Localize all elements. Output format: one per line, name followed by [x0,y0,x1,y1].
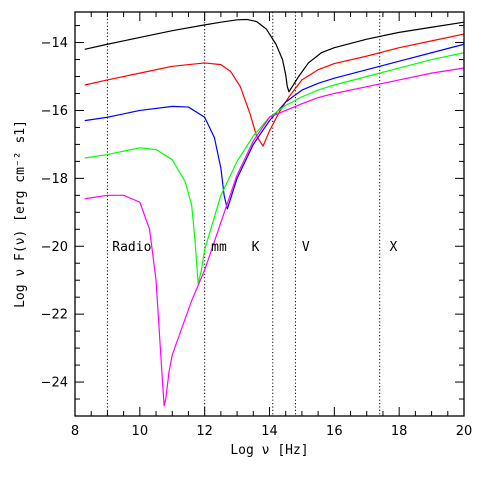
band-label-mm: mm [211,240,227,255]
band-label-v: V [302,240,310,255]
y-tick-label: −24 [41,376,68,391]
series-line-3 [84,43,465,210]
band-label-x: X [389,240,397,255]
series-layer [84,18,465,407]
x-tick-labels: 8 10 12 14 16 18 20 [71,424,472,439]
y-tick-label: −14 [41,36,68,51]
x-axis-title: Log ν [Hz] [230,443,308,458]
band-label-k: K [252,240,260,255]
band-labels: Radio mm K V X [112,240,397,255]
x-tick-label: 16 [326,424,343,439]
x-tick-label: 14 [261,424,278,439]
band-label-radio: Radio [112,240,151,255]
y-tick-label: −16 [41,104,68,119]
x-tick-label: 18 [391,424,408,439]
series-line-1 [84,18,465,93]
x-tick-label: 20 [456,424,473,439]
band-lines [106,12,381,416]
series-line-4 [84,52,465,285]
y-axis-title: Log ν F(ν) [erg cm⁻² s1] [13,120,28,308]
x-tick-label: 10 [132,424,149,439]
series-line-2 [84,33,465,147]
axis-ticks [74,12,465,417]
plot-frame [74,11,465,417]
x-tick-label: 8 [71,424,79,439]
y-tick-label: −18 [41,172,68,187]
x-tick-label: 12 [196,424,213,439]
y-tick-labels: −24 −22 −20 −18 −16 −14 [41,36,68,390]
y-tick-label: −22 [41,308,68,323]
series-line-5 [84,67,465,407]
y-tick-label: −20 [41,240,68,255]
